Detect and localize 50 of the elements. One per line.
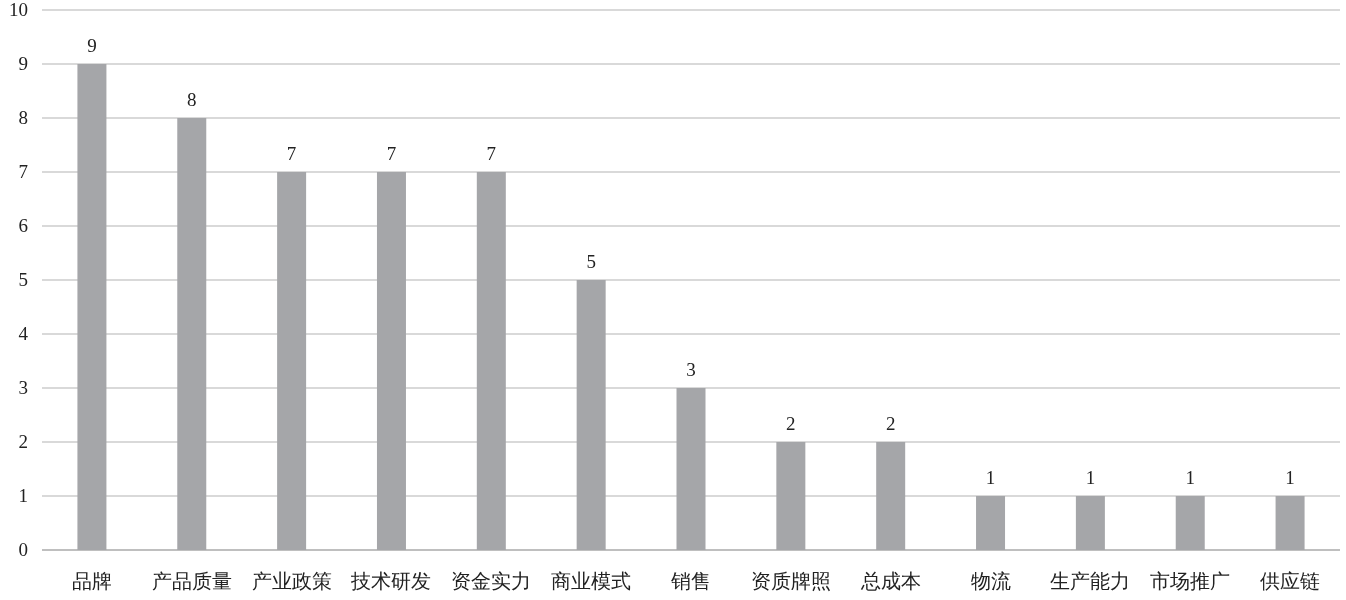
- x-tick-label: 资质牌照: [750, 570, 831, 592]
- y-tick-label: 10: [9, 0, 28, 20]
- x-tick-label: 物流: [970, 570, 1011, 592]
- bar: [976, 496, 1006, 550]
- bar: [476, 172, 506, 550]
- data-label: 1: [1185, 467, 1195, 488]
- data-label: 2: [786, 413, 796, 434]
- y-tick-label: 4: [18, 323, 29, 344]
- data-label: 7: [386, 143, 397, 164]
- bar: [576, 280, 606, 550]
- x-tick-label: 产品质量: [151, 570, 232, 592]
- y-tick-label: 7: [18, 161, 28, 182]
- bar: [1275, 496, 1305, 550]
- y-tick-label: 5: [18, 269, 28, 290]
- bar: [776, 442, 806, 550]
- x-tick-label: 商业模式: [551, 570, 632, 592]
- bar: [277, 172, 307, 550]
- bar: [77, 64, 107, 550]
- data-label: 2: [885, 413, 896, 434]
- x-tick-label: 技术研发: [350, 570, 432, 592]
- x-tick-label: 品牌: [71, 570, 112, 592]
- y-tick-label: 8: [18, 107, 28, 128]
- data-label: 1: [1285, 467, 1295, 488]
- data-label: 7: [486, 143, 497, 164]
- data-label: 3: [686, 359, 696, 380]
- y-tick-label: 6: [18, 215, 28, 236]
- data-label: 1: [1085, 467, 1096, 488]
- y-tick-label: 2: [18, 431, 28, 452]
- x-tick-label: 生产能力: [1050, 570, 1131, 592]
- y-tick-label: 3: [18, 377, 28, 398]
- x-tick-label: 资金实力: [451, 570, 532, 592]
- data-label: 1: [985, 467, 996, 488]
- y-tick-label: 9: [18, 53, 28, 74]
- y-tick-label: 0: [18, 539, 28, 560]
- y-tick-label: 1: [18, 485, 28, 506]
- data-label: 5: [586, 251, 596, 272]
- bar: [177, 118, 207, 550]
- x-tick-label: 总成本: [859, 570, 921, 592]
- bar: [676, 388, 706, 550]
- x-tick-label: 市场推广: [1150, 570, 1231, 592]
- data-label: 7: [286, 143, 297, 164]
- x-tick-label: 供应链: [1260, 570, 1321, 592]
- bar: [376, 172, 406, 550]
- x-tick-label: 产业政策: [251, 570, 332, 592]
- x-tick-label: 销售: [670, 570, 711, 592]
- bar: [1175, 496, 1205, 550]
- data-label: 9: [87, 35, 97, 56]
- bar: [1075, 496, 1105, 550]
- data-label: 8: [187, 89, 197, 110]
- bar: [876, 442, 906, 550]
